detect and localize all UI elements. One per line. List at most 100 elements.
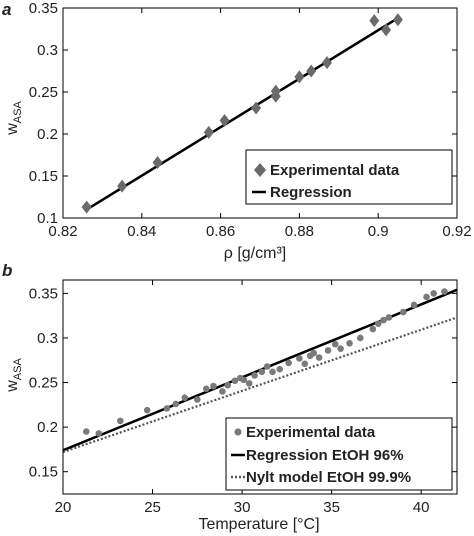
panel-b-data-point [82,428,90,435]
panel-b-data-point [410,301,418,309]
panel-b-data-point [380,316,387,324]
panel-b-data-point [423,293,430,301]
panel-b-data-point [231,377,239,385]
panel-a-plot-frame [62,7,458,219]
panel-b-data-point [219,388,226,395]
panel-b-data-point [172,400,180,408]
panel-a-data-point-diamond [321,56,332,70]
panel-a-x-axis-label: ρ [g/cm³] [224,245,286,262]
panel-a-data-point-diamond [392,13,403,27]
panel-a: a wASA ρ [g/cm³] 0.82 0.84 0.86 0.88 0.9 0.92… [2,0,472,262]
panel-b-data-point [296,355,303,362]
panel-a-data-point-diamond [81,200,92,214]
panel-b-data-point [210,382,217,390]
panel-a-data-point-diamond [369,14,380,28]
panel-b-data-point [331,340,339,348]
panel-b-data-point [346,340,353,347]
panel-a-x-tick-label: 0.9 [368,223,389,240]
panel-a-x-tick-label: 0.84 [127,223,156,240]
panel-b: b wASA Temperature [°C] 20 25 30 35 40 0.15 0.… [2,261,458,533]
panel-a-y-tick-label: 0.25 [29,84,58,101]
panel-a-y-tick-label: 0.1 [37,210,58,227]
panel-a-legend-regression: Regression [270,184,352,201]
panel-b-data-point [310,349,318,357]
panel-b-ticks: 20 25 30 35 40 0.15 0.2 0.25 0.3 0.35 [29,280,457,516]
panel-b-plot-frame [62,279,458,495]
panel-b-y-tick-label: 0.25 [29,375,58,392]
panel-b-data-point [430,290,438,297]
panel-b-data-point [251,372,258,379]
panel-b-y-tick-label: 0.3 [37,330,58,347]
panel-b-data-point [224,381,232,389]
panel-b-data-point [337,345,344,352]
panel-b-data-point [369,325,377,333]
panel-a-data-point-diamond [294,70,305,84]
panel-a-legend-diamond-marker [254,163,266,177]
panel-b-data-point [117,417,124,425]
panel-b-data-point [263,363,271,370]
panel-a-data-point-diamond [219,114,230,128]
panel-b-data-point [374,320,382,327]
panel-a-legend-box [245,149,453,205]
panel-b-legend-experimental: Experimental data [246,424,376,441]
panel-a-y-tick-label: 0.3 [37,42,58,59]
panel-b-data-point [399,308,407,316]
panel-a-data-point-diamond [251,101,262,115]
panel-b-data-point [356,334,364,342]
panel-b-x-axis-label: Temperature [°C] [198,516,319,533]
panel-a-data-point-diamond [381,23,392,37]
panel-b-data-point [240,376,248,384]
panel-b-y-axis-label: wASA [4,358,24,393]
panel-b-legend-model: Nylt model EtOH 99.9% [246,469,411,486]
panel-a-y-tick-label: 0.15 [29,168,58,185]
panel-a-regression-line [85,17,399,211]
panel-a-data-point-diamond [203,125,214,139]
panel-b-x-tick-label: 40 [413,499,430,516]
panel-b-data-point [315,354,323,361]
panel-b-data-point [441,288,448,295]
panel-b-x-tick-label: 30 [234,499,251,516]
panel-b-legend-box [225,417,453,491]
panel-b-data-point [258,368,266,376]
svg-text:wASA: wASA [4,358,24,393]
panel-a-y-axis-label-subscript: ASA [12,101,24,124]
panel-b-label: b [2,261,12,280]
panel-a-legend-experimental: Experimental data [270,162,400,179]
panel-b-x-tick-label: 35 [323,499,340,516]
panel-a-y-tick-label: 0.35 [29,0,58,17]
panel-a-data-point-diamond [117,179,128,193]
panel-b-y-tick-label: 0.15 [29,464,58,481]
panel-a-x-tick-label: 0.92 [442,223,471,240]
panel-a-marks [81,13,403,214]
panel-b-legend-circle-marker [234,428,242,436]
panel-a-ticks: 0.82 0.84 0.86 0.88 0.9 0.92 0.1 0.15 0.2 0.25 0.3… [29,0,472,240]
panel-b-data-point [285,359,292,367]
panel-a-data-point-diamond [270,84,281,98]
panel-b-y-axis-label-subscript: ASA [12,358,24,381]
panel-a-y-axis-label: wASA [4,101,24,136]
panel-b-data-point [245,380,253,387]
panel-b-data-point [202,385,210,393]
panel-b-model-dotted-line [62,316,458,454]
svg-text:wASA: wASA [4,101,24,136]
panel-b-y-tick-label: 0.35 [29,285,58,302]
panel-a-y-tick-label: 0.2 [37,126,58,143]
panel-b-data-point [194,396,201,403]
panel-b-data-point [301,360,309,368]
panel-a-label: a [2,0,11,19]
panel-b-data-point [143,406,151,414]
panel-b-data-point [163,405,171,412]
panel-a-legend: Experimental data Regression [245,149,453,205]
panel-a-x-tick-label: 0.86 [206,223,235,240]
panel-b-x-tick-label: 20 [55,499,72,516]
panel-a-x-tick-label: 0.88 [285,223,314,240]
panel-a-data-point-diamond [306,64,317,78]
panel-b-data-point [181,394,189,402]
panel-b-legend: Experimental data Regression EtOH 96% Ny… [225,417,453,491]
panel-a-x-tick-label: 0.82 [48,223,77,240]
panel-b-data-point [269,368,276,376]
panel-b-data-point [95,430,103,437]
panel-b-marks [62,288,458,454]
panel-b-data-point [276,365,284,373]
